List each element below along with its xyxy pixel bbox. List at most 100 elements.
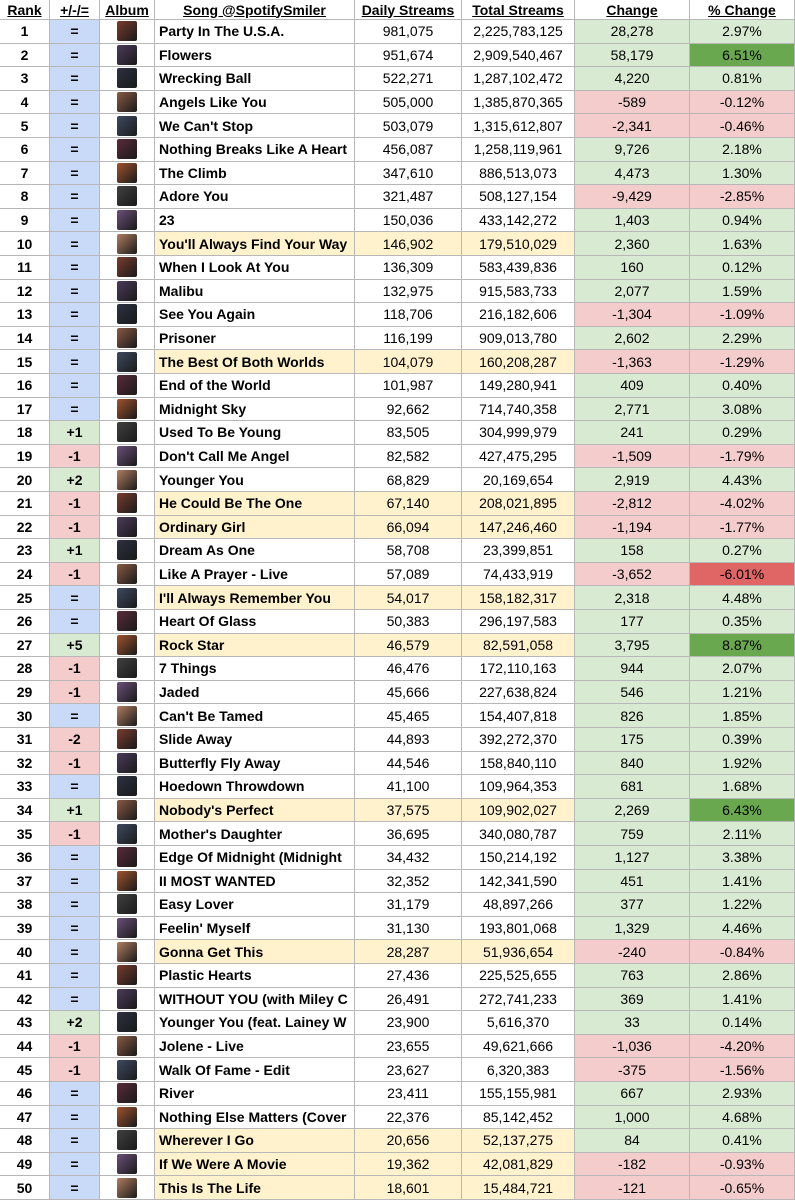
- daily-streams: 150,036: [355, 208, 462, 233]
- rank: 1: [0, 20, 50, 44]
- song: Jolene - Live: [155, 1034, 355, 1059]
- pct-change: -1.77%: [690, 515, 795, 540]
- total-streams: 915,583,733: [462, 279, 575, 304]
- album-cell: [100, 67, 155, 91]
- change: -1,194: [575, 515, 690, 540]
- move: =: [50, 869, 100, 894]
- total-streams: 427,475,295: [462, 444, 575, 469]
- album-art: [117, 1036, 137, 1057]
- rank: 27: [0, 633, 50, 658]
- daily-streams: 505,000: [355, 90, 462, 115]
- move: -1: [50, 657, 100, 681]
- pct-change: -4.20%: [690, 1034, 795, 1059]
- daily-streams: 46,579: [355, 633, 462, 658]
- album-art: [117, 918, 137, 939]
- daily-streams: 92,662: [355, 397, 462, 422]
- change: 160: [575, 256, 690, 280]
- move: =: [50, 279, 100, 304]
- rank: 5: [0, 114, 50, 138]
- song: Nobody's Perfect: [155, 798, 355, 823]
- change: -9,429: [575, 185, 690, 209]
- album-art: [117, 162, 137, 183]
- album-cell: [100, 1105, 155, 1130]
- album-art: [117, 92, 137, 113]
- rank: 4: [0, 90, 50, 115]
- pct-change: -1.56%: [690, 1058, 795, 1082]
- total-streams: 160,208,287: [462, 350, 575, 374]
- change: 409: [575, 374, 690, 398]
- song: See You Again: [155, 303, 355, 327]
- change: 9,726: [575, 138, 690, 162]
- song: Party In The U.S.A.: [155, 20, 355, 44]
- album-art: [117, 540, 137, 561]
- rank: 30: [0, 704, 50, 728]
- album-art: [117, 493, 137, 514]
- song: Flowers: [155, 43, 355, 68]
- change: 840: [575, 751, 690, 776]
- song: WITHOUT YOU (with Miley C: [155, 987, 355, 1012]
- move-header: +/-/=: [50, 0, 100, 20]
- change: 451: [575, 869, 690, 894]
- pct-change: 3.38%: [690, 846, 795, 870]
- move: =: [50, 1152, 100, 1177]
- album-art: [117, 894, 137, 915]
- move: -1: [50, 751, 100, 776]
- pct-change: 0.39%: [690, 728, 795, 752]
- rank: 28: [0, 657, 50, 681]
- song: Mother's Daughter: [155, 822, 355, 846]
- song: River: [155, 1082, 355, 1106]
- song: Wherever I Go: [155, 1129, 355, 1153]
- change: 826: [575, 704, 690, 728]
- move: =: [50, 846, 100, 870]
- change: -375: [575, 1058, 690, 1082]
- total-streams: 82,591,058: [462, 633, 575, 658]
- move: -1: [50, 492, 100, 516]
- rank: 50: [0, 1176, 50, 1200]
- move: =: [50, 185, 100, 209]
- move: =: [50, 1105, 100, 1130]
- pct-change: 1.68%: [690, 775, 795, 799]
- total-streams: 147,246,460: [462, 515, 575, 540]
- daily-streams: 68,829: [355, 468, 462, 492]
- move: =: [50, 326, 100, 351]
- album-art: [117, 776, 137, 797]
- change: -240: [575, 940, 690, 964]
- album-art: [117, 233, 137, 254]
- move: +2: [50, 1011, 100, 1035]
- song: If We Were A Movie: [155, 1152, 355, 1177]
- daily-streams: 20,656: [355, 1129, 462, 1153]
- rank: 11: [0, 256, 50, 280]
- album-cell: [100, 492, 155, 516]
- rank: 31: [0, 728, 50, 752]
- album-art: [117, 634, 137, 655]
- rank: 43: [0, 1011, 50, 1035]
- daily-streams: 83,505: [355, 421, 462, 445]
- change: 2,318: [575, 586, 690, 610]
- change: 763: [575, 964, 690, 988]
- album-art: [117, 1177, 137, 1198]
- song: Dream As One: [155, 539, 355, 563]
- album-art: [117, 823, 137, 844]
- album-art: [117, 115, 137, 136]
- move: =: [50, 114, 100, 138]
- rank: 25: [0, 586, 50, 610]
- move: =: [50, 775, 100, 799]
- song: The Climb: [155, 161, 355, 186]
- album-art: [117, 1154, 137, 1175]
- pct-change: -0.93%: [690, 1152, 795, 1177]
- move: -2: [50, 728, 100, 752]
- total-streams: 225,525,655: [462, 964, 575, 988]
- rank: 46: [0, 1082, 50, 1106]
- change: 2,360: [575, 232, 690, 256]
- pct-change: 8.87%: [690, 633, 795, 658]
- move: -1: [50, 444, 100, 469]
- daily-streams: 23,900: [355, 1011, 462, 1035]
- total-streams: 20,169,654: [462, 468, 575, 492]
- move: -1: [50, 1034, 100, 1059]
- total-streams: 85,142,452: [462, 1105, 575, 1130]
- song-header: Song @SpotifySmiler: [155, 0, 355, 20]
- rank: 34: [0, 798, 50, 823]
- album-art: [117, 729, 137, 750]
- song: Feelin' Myself: [155, 916, 355, 941]
- total-streams: 1,315,612,807: [462, 114, 575, 138]
